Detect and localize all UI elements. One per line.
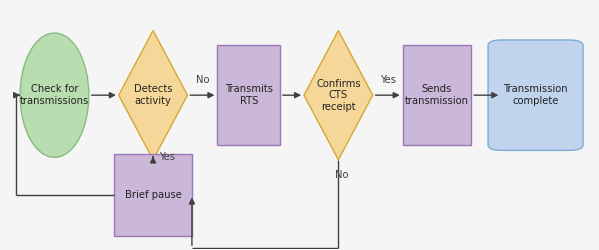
FancyBboxPatch shape (488, 40, 583, 150)
Ellipse shape (20, 33, 89, 157)
Text: Check for
transmissions: Check for transmissions (20, 84, 89, 106)
Text: Transmission
complete: Transmission complete (503, 84, 568, 106)
Polygon shape (119, 30, 187, 160)
Text: Brief pause: Brief pause (125, 190, 181, 200)
FancyBboxPatch shape (217, 46, 280, 145)
Polygon shape (304, 30, 373, 160)
FancyBboxPatch shape (114, 154, 192, 236)
Text: Detects
activity: Detects activity (134, 84, 173, 106)
Text: Yes: Yes (380, 75, 396, 85)
Text: No: No (196, 75, 209, 85)
Text: Confirms
CTS
receipt: Confirms CTS receipt (316, 78, 361, 112)
Text: No: No (335, 170, 349, 180)
FancyBboxPatch shape (403, 46, 471, 145)
Text: Yes: Yes (159, 152, 175, 162)
Text: Sends
transmission: Sends transmission (405, 84, 469, 106)
Text: Transmits
RTS: Transmits RTS (225, 84, 273, 106)
